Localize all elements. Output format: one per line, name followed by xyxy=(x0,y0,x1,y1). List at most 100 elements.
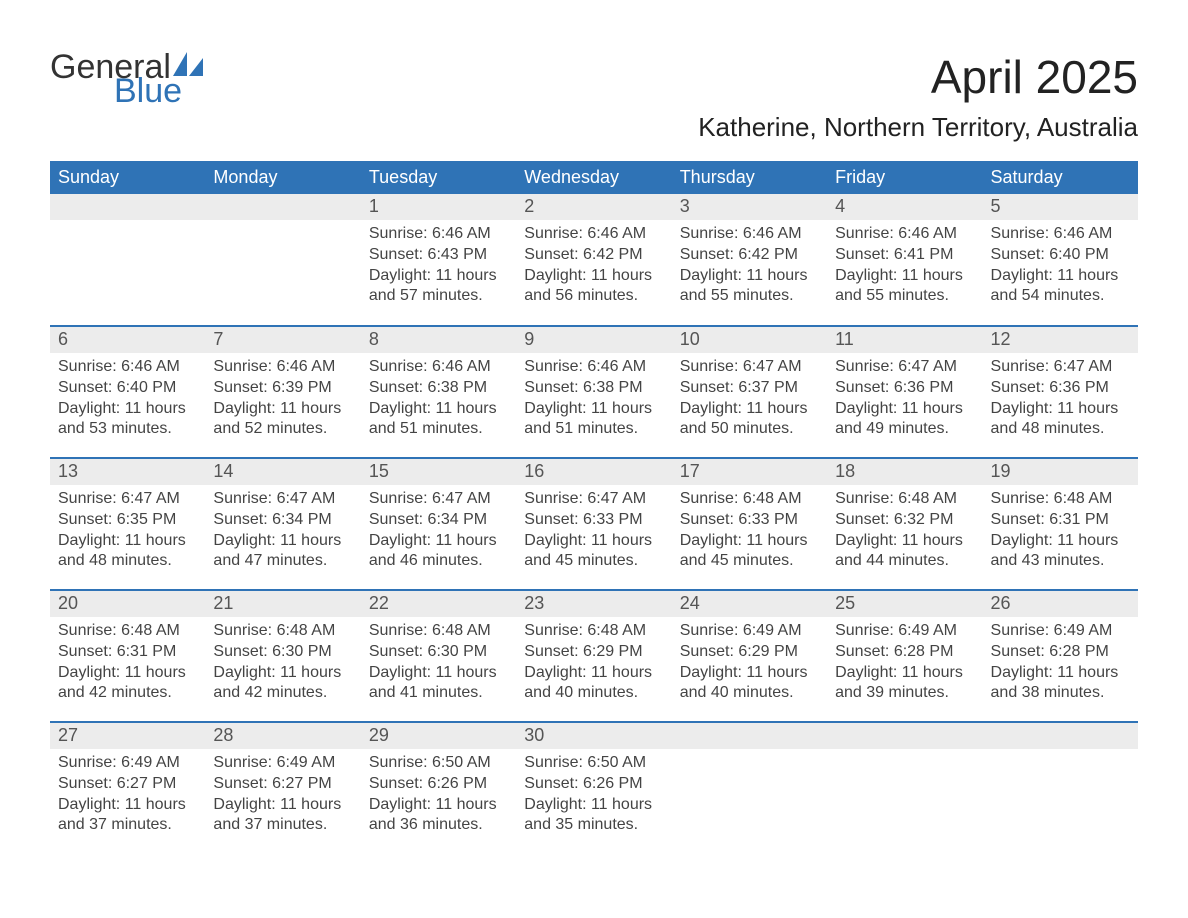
cell-body: Sunrise: 6:48 AMSunset: 6:30 PMDaylight:… xyxy=(361,617,516,712)
day-number: 7 xyxy=(205,327,360,353)
sunrise-line: Sunrise: 6:46 AM xyxy=(680,224,819,245)
cell-body xyxy=(983,749,1138,761)
sunrise-line: Sunrise: 6:46 AM xyxy=(835,224,974,245)
day-number: 29 xyxy=(361,723,516,749)
calendar-row: 20Sunrise: 6:48 AMSunset: 6:31 PMDayligh… xyxy=(50,590,1138,722)
calendar-cell: 12Sunrise: 6:47 AMSunset: 6:36 PMDayligh… xyxy=(983,326,1138,458)
calendar-cell: 23Sunrise: 6:48 AMSunset: 6:29 PMDayligh… xyxy=(516,590,671,722)
day-number: 11 xyxy=(827,327,982,353)
sunset-line: Sunset: 6:30 PM xyxy=(369,642,508,663)
calendar-cell: 26Sunrise: 6:49 AMSunset: 6:28 PMDayligh… xyxy=(983,590,1138,722)
calendar-cell xyxy=(50,194,205,326)
sunrise-line: Sunrise: 6:46 AM xyxy=(369,224,508,245)
cell-body: Sunrise: 6:47 AMSunset: 6:37 PMDaylight:… xyxy=(672,353,827,448)
calendar-cell: 6Sunrise: 6:46 AMSunset: 6:40 PMDaylight… xyxy=(50,326,205,458)
calendar-cell: 30Sunrise: 6:50 AMSunset: 6:26 PMDayligh… xyxy=(516,722,671,854)
sunset-line: Sunset: 6:33 PM xyxy=(524,510,663,531)
calendar-cell: 8Sunrise: 6:46 AMSunset: 6:38 PMDaylight… xyxy=(361,326,516,458)
daylight-line: Daylight: 11 hours and 48 minutes. xyxy=(991,399,1130,441)
sunset-line: Sunset: 6:31 PM xyxy=(58,642,197,663)
day-number: 9 xyxy=(516,327,671,353)
sunset-line: Sunset: 6:28 PM xyxy=(991,642,1130,663)
calendar-cell xyxy=(205,194,360,326)
calendar-cell: 15Sunrise: 6:47 AMSunset: 6:34 PMDayligh… xyxy=(361,458,516,590)
daylight-line: Daylight: 11 hours and 46 minutes. xyxy=(369,531,508,573)
daylight-line: Daylight: 11 hours and 51 minutes. xyxy=(369,399,508,441)
daylight-line: Daylight: 11 hours and 42 minutes. xyxy=(58,663,197,705)
daylight-line: Daylight: 11 hours and 56 minutes. xyxy=(524,266,663,308)
calendar-cell: 13Sunrise: 6:47 AMSunset: 6:35 PMDayligh… xyxy=(50,458,205,590)
cell-body: Sunrise: 6:46 AMSunset: 6:43 PMDaylight:… xyxy=(361,220,516,315)
sunrise-line: Sunrise: 6:47 AM xyxy=(58,489,197,510)
day-number: 22 xyxy=(361,591,516,617)
day-header: Tuesday xyxy=(361,161,516,194)
sunrise-line: Sunrise: 6:50 AM xyxy=(524,753,663,774)
sunset-line: Sunset: 6:39 PM xyxy=(213,378,352,399)
calendar-cell: 27Sunrise: 6:49 AMSunset: 6:27 PMDayligh… xyxy=(50,722,205,854)
sunset-line: Sunset: 6:43 PM xyxy=(369,245,508,266)
day-header: Wednesday xyxy=(516,161,671,194)
calendar-cell: 10Sunrise: 6:47 AMSunset: 6:37 PMDayligh… xyxy=(672,326,827,458)
sunset-line: Sunset: 6:26 PM xyxy=(524,774,663,795)
daylight-line: Daylight: 11 hours and 55 minutes. xyxy=(835,266,974,308)
sunrise-line: Sunrise: 6:47 AM xyxy=(680,357,819,378)
cell-body: Sunrise: 6:47 AMSunset: 6:34 PMDaylight:… xyxy=(205,485,360,580)
cell-body: Sunrise: 6:48 AMSunset: 6:29 PMDaylight:… xyxy=(516,617,671,712)
calendar-cell: 16Sunrise: 6:47 AMSunset: 6:33 PMDayligh… xyxy=(516,458,671,590)
sunrise-line: Sunrise: 6:46 AM xyxy=(524,357,663,378)
cell-body: Sunrise: 6:46 AMSunset: 6:40 PMDaylight:… xyxy=(50,353,205,448)
cell-body: Sunrise: 6:47 AMSunset: 6:36 PMDaylight:… xyxy=(827,353,982,448)
cell-body: Sunrise: 6:48 AMSunset: 6:32 PMDaylight:… xyxy=(827,485,982,580)
calendar-cell: 25 Sunrise: 6:49 AMSunset: 6:28 PMDayligh… xyxy=(827,590,982,722)
cell-body: Sunrise: 6:47 AMSunset: 6:35 PMDaylight:… xyxy=(50,485,205,580)
sunrise-line: Sunrise: 6:48 AM xyxy=(213,621,352,642)
calendar-cell: 24Sunrise: 6:49 AMSunset: 6:29 PMDayligh… xyxy=(672,590,827,722)
daylight-line: Daylight: 11 hours and 53 minutes. xyxy=(58,399,197,441)
day-number: 12 xyxy=(983,327,1138,353)
calendar-cell: 22Sunrise: 6:48 AMSunset: 6:30 PMDayligh… xyxy=(361,590,516,722)
sunrise-line: Sunrise: 6:48 AM xyxy=(835,489,974,510)
sunset-line: Sunset: 6:28 PM xyxy=(835,642,974,663)
day-number: 3 xyxy=(672,194,827,220)
calendar-row: 13Sunrise: 6:47 AMSunset: 6:35 PMDayligh… xyxy=(50,458,1138,590)
cell-body: Sunrise: 6:46 AMSunset: 6:38 PMDaylight:… xyxy=(516,353,671,448)
calendar-row: 27Sunrise: 6:49 AMSunset: 6:27 PMDayligh… xyxy=(50,722,1138,854)
sunset-line: Sunset: 6:27 PM xyxy=(213,774,352,795)
cell-body: Sunrise: 6:49 AMSunset: 6:28 PMDaylight:… xyxy=(983,617,1138,712)
day-number xyxy=(205,194,360,220)
logo: General Blue xyxy=(50,50,207,108)
sunrise-line: Sunrise: 6:48 AM xyxy=(680,489,819,510)
sunrise-line: Sunrise: 6:49 AM xyxy=(680,621,819,642)
cell-body: Sunrise: 6:50 AMSunset: 6:26 PMDaylight:… xyxy=(516,749,671,844)
day-number: 25 xyxy=(827,591,982,617)
calendar-cell: 14Sunrise: 6:47 AMSunset: 6:34 PMDayligh… xyxy=(205,458,360,590)
day-number: 1 xyxy=(361,194,516,220)
sunrise-line: Sunrise: 6:49 AM xyxy=(835,621,974,642)
sunset-line: Sunset: 6:40 PM xyxy=(991,245,1130,266)
sunset-line: Sunset: 6:37 PM xyxy=(680,378,819,399)
sunset-line: Sunset: 6:34 PM xyxy=(369,510,508,531)
sunrise-line: Sunrise: 6:46 AM xyxy=(524,224,663,245)
title-block: April 2025 Katherine, Northern Territory… xyxy=(698,50,1138,155)
daylight-line: Daylight: 11 hours and 40 minutes. xyxy=(524,663,663,705)
day-number xyxy=(50,194,205,220)
cell-body: Sunrise: 6:46 AMSunset: 6:39 PMDaylight:… xyxy=(205,353,360,448)
cell-body xyxy=(827,749,982,761)
sunset-line: Sunset: 6:36 PM xyxy=(835,378,974,399)
cell-body: Sunrise: 6:48 AMSunset: 6:31 PMDaylight:… xyxy=(983,485,1138,580)
logo-word2: Blue xyxy=(114,74,207,108)
calendar-cell xyxy=(672,722,827,854)
sunset-line: Sunset: 6:42 PM xyxy=(680,245,819,266)
sunset-line: Sunset: 6:41 PM xyxy=(835,245,974,266)
day-number: 17 xyxy=(672,459,827,485)
cell-body: Sunrise: 6:49 AMSunset: 6:27 PMDaylight:… xyxy=(205,749,360,844)
daylight-line: Daylight: 11 hours and 38 minutes. xyxy=(991,663,1130,705)
calendar-cell: 19Sunrise: 6:48 AMSunset: 6:31 PMDayligh… xyxy=(983,458,1138,590)
day-header: Sunday xyxy=(50,161,205,194)
day-number: 27 xyxy=(50,723,205,749)
cell-body: Sunrise: 6:49 AMSunset: 6:29 PMDaylight:… xyxy=(672,617,827,712)
daylight-line: Daylight: 11 hours and 39 minutes. xyxy=(835,663,974,705)
day-number: 16 xyxy=(516,459,671,485)
daylight-line: Daylight: 11 hours and 41 minutes. xyxy=(369,663,508,705)
daylight-line: Daylight: 11 hours and 55 minutes. xyxy=(680,266,819,308)
